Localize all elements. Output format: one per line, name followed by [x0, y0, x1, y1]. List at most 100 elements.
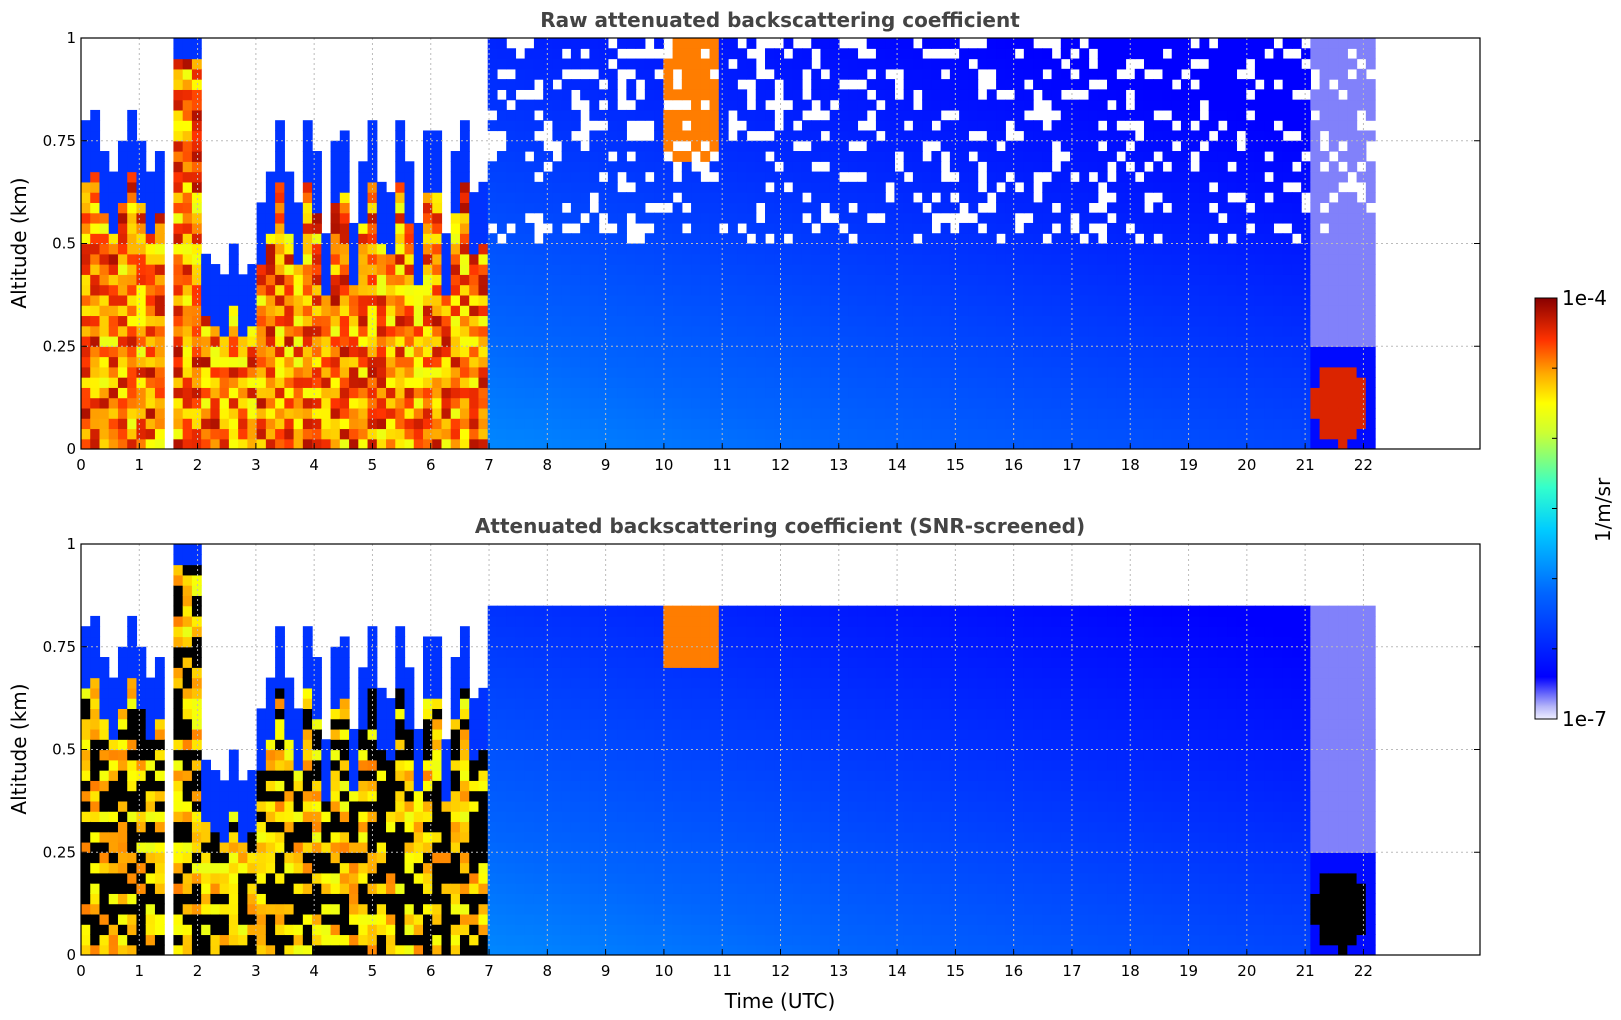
heatmap-cell [922, 294, 932, 306]
heatmap-cell [1042, 377, 1053, 388]
heatmap-cell [173, 636, 184, 648]
heatmap-cell [561, 58, 572, 70]
heatmap-cell [912, 335, 923, 347]
heatmap-cell [1051, 377, 1062, 388]
heatmap-cell [524, 140, 535, 152]
heatmap-cell [857, 397, 868, 409]
heatmap-cell [182, 893, 193, 905]
heatmap-cell [182, 728, 193, 740]
heatmap-cell [1254, 171, 1265, 183]
heatmap-cell [829, 294, 840, 306]
heatmap-cell [949, 284, 960, 296]
heatmap-cell [589, 407, 600, 419]
heatmap-cell [959, 130, 969, 142]
heatmap-cell [959, 79, 969, 90]
heatmap-cell [838, 58, 849, 70]
heatmap-cell [1328, 212, 1339, 224]
heatmap-cell [644, 79, 655, 90]
heatmap-cell [774, 335, 785, 347]
heatmap-cell [700, 438, 711, 449]
heatmap-cell [700, 335, 711, 347]
heatmap-cell [792, 109, 803, 121]
heatmap-cell [524, 305, 535, 317]
heatmap-cell [1088, 305, 1099, 317]
heatmap-cell [127, 284, 138, 296]
heatmap-cell [838, 161, 849, 173]
heatmap-cell [783, 325, 794, 337]
heatmap-cell [746, 222, 757, 234]
heatmap-cell [672, 181, 683, 193]
heatmap-cell [376, 387, 387, 399]
heatmap-cell [1365, 161, 1376, 173]
heatmap-cell [1005, 438, 1016, 449]
heatmap-cell [349, 305, 359, 317]
heatmap-cell [154, 161, 165, 173]
heatmap-cell [515, 428, 526, 440]
heatmap-cell [1005, 38, 1016, 49]
heatmap-cell [1217, 181, 1228, 193]
heatmap-cell [1301, 428, 1311, 440]
heatmap-cell [1264, 438, 1274, 449]
heatmap-cell [441, 366, 452, 378]
heatmap-cell [570, 428, 581, 440]
heatmap-cell [885, 48, 896, 60]
heatmap-cell [857, 407, 868, 419]
heatmap-cell [543, 171, 554, 183]
heatmap-cell [136, 924, 147, 936]
heatmap-cell [201, 387, 211, 399]
heatmap-cell [182, 407, 193, 419]
heatmap-cell [450, 428, 461, 440]
heatmap-cell [1107, 294, 1117, 306]
heatmap-cell [1107, 387, 1117, 399]
heatmap-cell [1338, 222, 1348, 234]
heatmap-cell [376, 325, 387, 337]
heatmap-cell [885, 356, 896, 368]
heatmap-cell [478, 356, 489, 368]
heatmap-cell [1143, 48, 1154, 60]
heatmap-cell [626, 243, 637, 255]
heatmap-cell [1319, 284, 1330, 296]
heatmap-cell [885, 305, 896, 317]
heatmap-cell [265, 397, 276, 409]
heatmap-cell [1347, 346, 1358, 358]
heatmap-cell [1134, 397, 1145, 409]
heatmap-cell [820, 38, 831, 49]
heatmap-cell [1199, 274, 1210, 286]
heatmap-cell [173, 99, 184, 111]
heatmap-cell [441, 233, 452, 245]
heatmap-cell [108, 233, 119, 245]
heatmap-cell [1301, 181, 1311, 193]
x-tick-label: 22 [1354, 456, 1373, 474]
heatmap-cell [570, 181, 581, 193]
heatmap-cell [792, 233, 803, 245]
heatmap-cell [284, 222, 295, 234]
heatmap-cell [1227, 109, 1238, 121]
heatmap-cell [450, 366, 461, 378]
heatmap-cell [1282, 366, 1293, 378]
heatmap-cell [1107, 356, 1117, 368]
heatmap-cell [728, 222, 738, 234]
heatmap-cell [1143, 89, 1154, 101]
heatmap-cell [515, 130, 526, 142]
heatmap-cell [718, 335, 729, 347]
heatmap-cell [1199, 130, 1210, 142]
heatmap-cell [478, 335, 489, 347]
heatmap-cell [829, 397, 840, 409]
heatmap-cell [691, 253, 701, 265]
heatmap-cell [728, 428, 738, 440]
heatmap-cell [885, 202, 896, 214]
heatmap-cell [598, 305, 609, 317]
heatmap-cell [783, 192, 794, 204]
heatmap-cell [755, 264, 766, 275]
heatmap-cell [515, 202, 526, 214]
heatmap-cell [857, 89, 868, 101]
heatmap-cell [1125, 130, 1136, 142]
heatmap-cell [1236, 335, 1247, 347]
heatmap-cell [117, 274, 128, 286]
heatmap-cell [968, 120, 979, 132]
heatmap-cell [1171, 366, 1182, 378]
heatmap-cell [1227, 99, 1238, 111]
heatmap-cell [996, 243, 1006, 255]
heatmap-cell [154, 335, 165, 347]
heatmap-cell [626, 387, 637, 399]
